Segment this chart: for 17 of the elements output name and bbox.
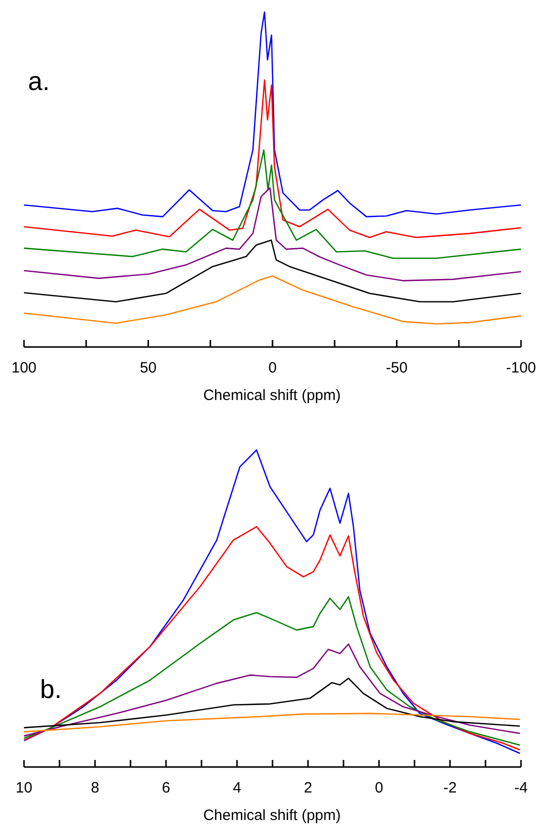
x-tick-label: -2 xyxy=(443,780,457,796)
x-tick-label: -100 xyxy=(506,360,536,376)
x-tick-label: 10 xyxy=(16,780,32,796)
x-tick-label: -4 xyxy=(514,780,528,796)
x-tick-label: 0 xyxy=(268,360,277,376)
x-tick-label: 6 xyxy=(162,780,170,796)
x-tick-label: 100 xyxy=(11,360,37,376)
x-tick-label: 50 xyxy=(140,360,157,376)
x-tick-label: 2 xyxy=(304,780,312,796)
x-axis-title: Chemical shift (ppm) xyxy=(203,387,341,404)
x-tick-label: 0 xyxy=(374,780,384,796)
x-axis-title: Chemical shift (ppm) xyxy=(203,807,341,824)
x-tick-label: 8 xyxy=(90,780,100,796)
x-tick-label: 4 xyxy=(232,780,242,796)
annotation: b. xyxy=(40,674,62,704)
x-tick-label: -50 xyxy=(386,360,408,376)
annotation: a. xyxy=(28,66,50,96)
